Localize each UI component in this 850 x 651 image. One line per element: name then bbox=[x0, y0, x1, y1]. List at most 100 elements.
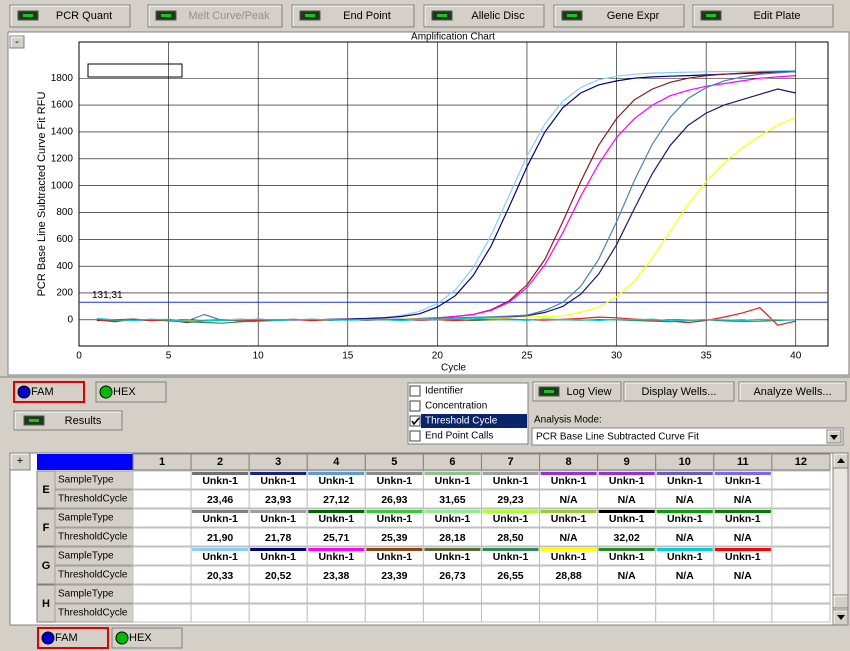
tab[interactable] bbox=[692, 4, 834, 28]
cell[interactable] bbox=[771, 565, 831, 585]
cell[interactable] bbox=[713, 584, 773, 604]
cell-value[interactable]: Unkn-1 bbox=[260, 475, 296, 487]
cell-value[interactable]: N/A bbox=[560, 532, 579, 544]
cell-value[interactable]: Unkn-1 bbox=[725, 475, 761, 487]
cell-value[interactable]: 20,52 bbox=[265, 570, 291, 582]
cell-value[interactable]: N/A bbox=[560, 494, 579, 506]
cell-value[interactable]: 23,38 bbox=[323, 570, 349, 582]
cell-value[interactable]: Unkn-1 bbox=[551, 551, 587, 563]
cell-value[interactable]: 27,12 bbox=[323, 494, 349, 506]
option-label[interactable]: Concentration bbox=[425, 401, 487, 412]
dye-label[interactable]: HEX bbox=[129, 632, 152, 644]
cell-value[interactable]: 26,55 bbox=[497, 570, 523, 582]
cell-value[interactable]: Unkn-1 bbox=[609, 513, 645, 525]
cell[interactable] bbox=[597, 603, 657, 623]
cell-value[interactable]: Unkn-1 bbox=[667, 475, 703, 487]
cell[interactable] bbox=[771, 603, 831, 623]
cell-value[interactable]: 23,46 bbox=[207, 494, 233, 506]
cell-value[interactable]: Unkn-1 bbox=[493, 513, 529, 525]
analysis-mode-select[interactable] bbox=[531, 427, 844, 446]
cell-value[interactable]: 25,39 bbox=[381, 532, 407, 544]
cell[interactable] bbox=[771, 527, 831, 547]
cell[interactable] bbox=[132, 603, 192, 623]
cell[interactable] bbox=[132, 584, 192, 604]
checkbox[interactable] bbox=[409, 385, 421, 397]
cell[interactable] bbox=[422, 584, 482, 604]
cell-value[interactable]: N/A bbox=[618, 494, 637, 506]
button-label[interactable]: Log View bbox=[566, 386, 611, 398]
scroll-thumb[interactable] bbox=[832, 594, 849, 609]
dye-tab[interactable] bbox=[95, 381, 167, 403]
cell-value[interactable]: 28,18 bbox=[439, 532, 465, 544]
tab[interactable] bbox=[9, 4, 131, 28]
tab-label[interactable]: Melt Curve/Peak bbox=[188, 10, 270, 22]
cell-value[interactable]: Unkn-1 bbox=[377, 551, 413, 563]
cell[interactable] bbox=[539, 603, 599, 623]
cell-value[interactable]: Unkn-1 bbox=[377, 475, 413, 487]
cell[interactable] bbox=[771, 508, 831, 528]
cell-value[interactable]: Unkn-1 bbox=[493, 475, 529, 487]
cell-value[interactable]: N/A bbox=[734, 532, 753, 544]
checkbox[interactable] bbox=[409, 400, 421, 412]
cell-value[interactable]: 29,23 bbox=[497, 494, 523, 506]
cell[interactable] bbox=[422, 603, 482, 623]
tab[interactable] bbox=[147, 4, 283, 28]
cell-value[interactable]: Unkn-1 bbox=[725, 513, 761, 525]
cell-value[interactable]: Unkn-1 bbox=[202, 475, 238, 487]
checkbox[interactable] bbox=[409, 430, 421, 442]
cell[interactable] bbox=[190, 603, 250, 623]
action-button[interactable] bbox=[623, 381, 735, 402]
cell[interactable] bbox=[132, 565, 192, 585]
cell-value[interactable]: Unkn-1 bbox=[493, 551, 529, 563]
cell-value[interactable]: Unkn-1 bbox=[202, 551, 238, 563]
cell[interactable] bbox=[771, 489, 831, 509]
tab-label[interactable]: Allelic Disc bbox=[471, 10, 525, 22]
cell-value[interactable]: Unkn-1 bbox=[551, 475, 587, 487]
cell[interactable] bbox=[713, 603, 773, 623]
results-label[interactable]: Results bbox=[65, 415, 102, 427]
cell-value[interactable]: N/A bbox=[618, 570, 637, 582]
analysis-mode-value[interactable]: PCR Base Line Subtracted Curve Fit bbox=[536, 432, 699, 443]
cell[interactable] bbox=[248, 603, 308, 623]
cell-value[interactable]: Unkn-1 bbox=[435, 513, 471, 525]
cell-value[interactable]: 21,90 bbox=[207, 532, 233, 544]
cell-value[interactable]: N/A bbox=[734, 570, 753, 582]
checkbox[interactable] bbox=[409, 415, 421, 427]
cell[interactable] bbox=[771, 584, 831, 604]
cell-value[interactable]: Unkn-1 bbox=[260, 551, 296, 563]
dye-label[interactable]: HEX bbox=[113, 386, 136, 398]
cell-value[interactable]: Unkn-1 bbox=[667, 513, 703, 525]
cell[interactable] bbox=[248, 584, 308, 604]
cell-value[interactable]: Unkn-1 bbox=[609, 551, 645, 563]
cell-value[interactable]: 26,93 bbox=[381, 494, 407, 506]
cell[interactable] bbox=[132, 470, 192, 490]
cell[interactable] bbox=[306, 584, 366, 604]
cell-value[interactable]: Unkn-1 bbox=[551, 513, 587, 525]
cell-value[interactable]: N/A bbox=[676, 494, 695, 506]
cell-value[interactable]: Unkn-1 bbox=[260, 513, 296, 525]
option-label[interactable]: End Point Calls bbox=[425, 431, 493, 442]
cell-value[interactable]: 23,39 bbox=[381, 570, 407, 582]
cell-value[interactable]: Unkn-1 bbox=[377, 513, 413, 525]
cell[interactable] bbox=[132, 546, 192, 566]
cell[interactable] bbox=[539, 584, 599, 604]
cell-value[interactable]: 23,93 bbox=[265, 494, 291, 506]
cell-value[interactable]: Unkn-1 bbox=[318, 551, 354, 563]
bottom-dye-tab[interactable] bbox=[111, 627, 183, 649]
cell-value[interactable]: Unkn-1 bbox=[202, 513, 238, 525]
cell-value[interactable]: Unkn-1 bbox=[609, 475, 645, 487]
cell-value[interactable]: Unkn-1 bbox=[435, 551, 471, 563]
tab-label[interactable]: Edit Plate bbox=[753, 10, 800, 22]
cell[interactable] bbox=[655, 584, 715, 604]
cell[interactable] bbox=[597, 584, 657, 604]
dye-tab[interactable] bbox=[13, 381, 85, 403]
cell-value[interactable]: Unkn-1 bbox=[318, 475, 354, 487]
button-label[interactable]: Display Wells... bbox=[642, 386, 717, 398]
action-button[interactable] bbox=[738, 381, 847, 402]
cell[interactable] bbox=[364, 603, 424, 623]
cell[interactable] bbox=[132, 489, 192, 509]
cell-value[interactable]: 26,73 bbox=[439, 570, 465, 582]
option-label[interactable]: Identifier bbox=[425, 386, 464, 397]
option-label[interactable]: Threshold Cycle bbox=[425, 416, 498, 427]
dye-label[interactable]: FAM bbox=[31, 386, 54, 398]
